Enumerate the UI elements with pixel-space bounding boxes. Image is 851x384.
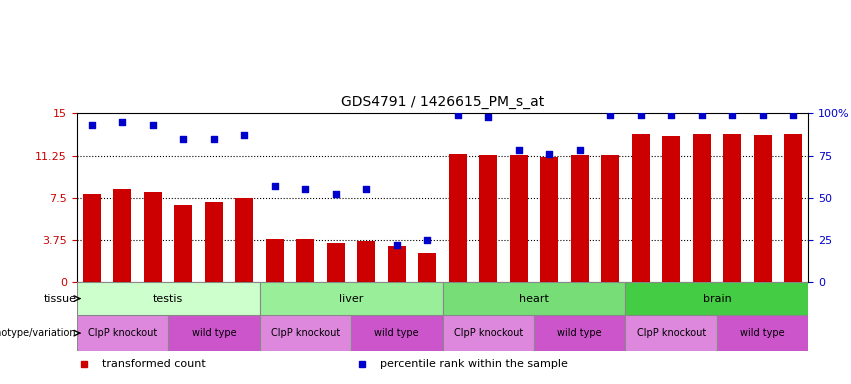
Bar: [174, 205, 192, 282]
Bar: [717, 315, 808, 351]
Bar: [625, 282, 808, 315]
Bar: [387, 246, 406, 282]
Bar: [601, 155, 620, 282]
Text: heart: heart: [519, 293, 549, 304]
Bar: [260, 315, 351, 351]
Point: [420, 237, 434, 243]
Bar: [479, 155, 497, 282]
Point: [146, 122, 160, 128]
Bar: [168, 315, 260, 351]
Text: brain: brain: [703, 293, 731, 304]
Point: [268, 183, 282, 189]
Text: ClpP knockout: ClpP knockout: [88, 328, 157, 338]
Text: testis: testis: [153, 293, 183, 304]
Text: wild type: wild type: [374, 328, 419, 338]
Text: liver: liver: [339, 293, 363, 304]
Bar: [351, 315, 443, 351]
Bar: [113, 189, 131, 282]
Point: [634, 112, 648, 118]
Bar: [204, 202, 223, 282]
Point: [116, 119, 129, 125]
Text: percentile rank within the sample: percentile rank within the sample: [380, 359, 568, 369]
Bar: [144, 192, 162, 282]
Bar: [327, 243, 345, 282]
Text: transformed count: transformed count: [102, 359, 206, 369]
Point: [482, 114, 495, 120]
Bar: [448, 154, 467, 282]
Bar: [784, 134, 802, 282]
Bar: [753, 135, 772, 282]
Bar: [570, 155, 589, 282]
Point: [725, 112, 739, 118]
Point: [786, 112, 800, 118]
Text: genotype/variation: genotype/variation: [0, 328, 77, 338]
Point: [603, 112, 617, 118]
Bar: [235, 198, 254, 282]
Point: [299, 186, 312, 192]
Point: [665, 112, 678, 118]
Title: GDS4791 / 1426615_PM_s_at: GDS4791 / 1426615_PM_s_at: [341, 96, 544, 109]
Point: [390, 242, 403, 248]
Bar: [534, 315, 625, 351]
Text: wild type: wild type: [557, 328, 602, 338]
Text: tissue: tissue: [43, 293, 77, 304]
Point: [695, 112, 709, 118]
Bar: [77, 315, 168, 351]
Bar: [540, 157, 558, 282]
Bar: [443, 315, 534, 351]
Bar: [418, 253, 437, 282]
Point: [85, 122, 99, 128]
Point: [237, 132, 251, 138]
Bar: [296, 240, 314, 282]
Bar: [83, 194, 101, 282]
Text: wild type: wild type: [740, 328, 785, 338]
Bar: [693, 134, 711, 282]
Point: [329, 191, 343, 197]
Point: [573, 147, 586, 154]
Point: [451, 112, 465, 118]
Point: [756, 112, 769, 118]
Bar: [77, 282, 260, 315]
Point: [359, 186, 373, 192]
Bar: [510, 155, 528, 282]
Point: [512, 147, 526, 154]
Bar: [723, 134, 741, 282]
Bar: [443, 282, 625, 315]
Bar: [662, 136, 680, 282]
Text: ClpP knockout: ClpP knockout: [271, 328, 340, 338]
Point: [176, 136, 190, 142]
Text: wild type: wild type: [191, 328, 236, 338]
Bar: [625, 315, 717, 351]
Text: ClpP knockout: ClpP knockout: [637, 328, 705, 338]
Bar: [357, 240, 375, 282]
Point: [207, 136, 220, 142]
Bar: [266, 240, 284, 282]
Point: [542, 151, 556, 157]
Bar: [631, 134, 650, 282]
Bar: [260, 282, 443, 315]
Text: ClpP knockout: ClpP knockout: [454, 328, 523, 338]
